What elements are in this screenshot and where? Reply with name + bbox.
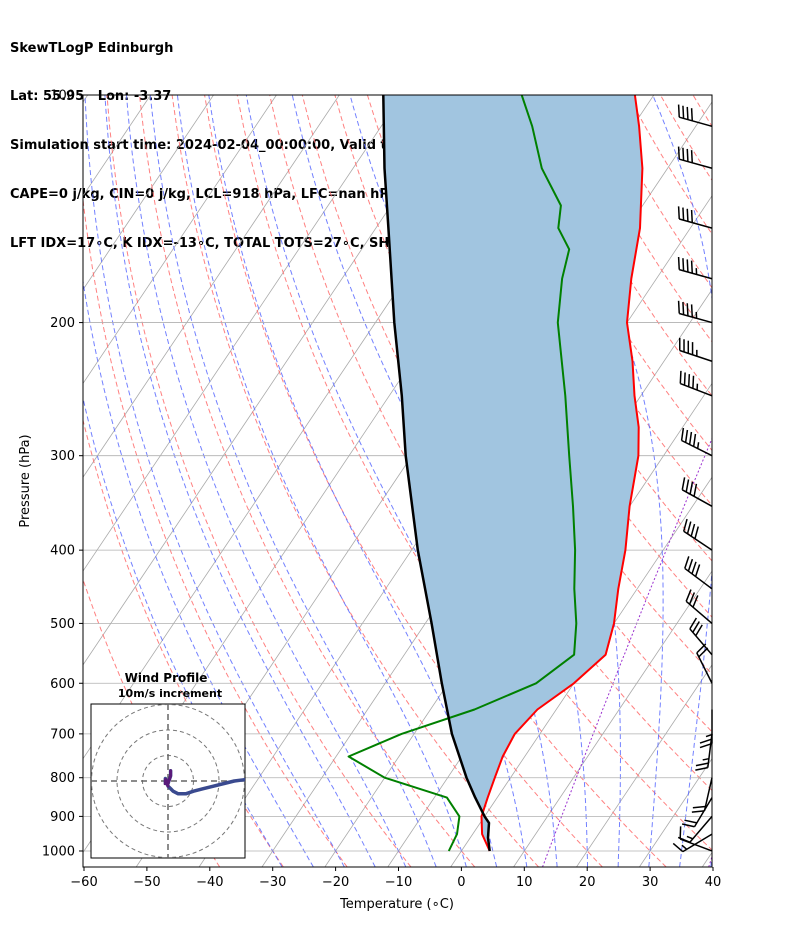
wind-barb [677, 815, 713, 843]
isotherm-line [83, 95, 89, 103]
dry-adiabat-line [726, 95, 794, 867]
wind-barb [680, 427, 713, 457]
isotherm-line [83, 95, 277, 385]
profile-lines [347, 95, 644, 852]
wind-barb [678, 337, 713, 362]
y-tick-label: 400 [50, 544, 75, 559]
wind-barb [677, 206, 713, 229]
moist-adiabat-line [126, 95, 407, 867]
isotherm-line [83, 95, 466, 666]
mixing-ratio-lines [542, 437, 712, 867]
isotherm-line [83, 95, 403, 572]
hodograph-inset: Wind Profile 10m/s increment [90, 671, 246, 859]
dry-adiabat-line [659, 95, 712, 182]
hodograph-trace-low [163, 769, 173, 788]
isotherm-line [576, 664, 712, 867]
wind-barb [677, 256, 713, 280]
wind-barbs [672, 104, 713, 853]
dry-adiabat-line [139, 95, 476, 867]
wind-barb [672, 833, 713, 853]
isotherm-line [513, 570, 712, 867]
dry-adiabat-line [366, 95, 712, 675]
wind-barb [699, 709, 713, 749]
chart-title: SkewTLogP Edinburgh [10, 40, 174, 56]
isotherm-line [765, 95, 794, 867]
hodograph-subtitle: 10m/s increment [118, 687, 222, 700]
y-tick-label: 300 [50, 449, 75, 464]
dry-adiabat-line [83, 195, 348, 867]
moist-adiabat-line [83, 277, 314, 867]
dry-adiabat-line [627, 95, 712, 235]
wind-barb [681, 797, 713, 828]
x-tick-label: 40 [705, 875, 722, 890]
y-tick-label: 600 [50, 677, 75, 692]
wind-barb [679, 370, 713, 397]
x-tick-label: −40 [196, 875, 223, 890]
y-tick-label: 900 [50, 810, 75, 825]
x-tick-label: 20 [579, 875, 596, 890]
mixing-ratio-line [542, 437, 712, 867]
dewpoint-line [347, 95, 578, 852]
x-tick-label: 30 [642, 875, 659, 890]
wind-barb [677, 300, 713, 324]
location-line: Lat: 55.95 Lon: -3.37 [10, 89, 172, 105]
wind-barb [677, 104, 713, 128]
moist-adiabat-line [149, 95, 437, 867]
moist-adiabat-line [208, 95, 498, 867]
isotherm-line [639, 757, 712, 867]
moist-adiabat-line [176, 95, 467, 867]
isotherm-line [83, 95, 214, 291]
dry-adiabat-line [171, 95, 539, 867]
x-tick-label: −60 [70, 875, 97, 890]
moist-adiabat-line [245, 95, 528, 867]
plot-frame [82, 94, 713, 868]
isotherm-line [701, 851, 712, 867]
temperature-line [480, 95, 644, 852]
x-tick-label: 10 [516, 875, 533, 890]
dry-adiabat-line [106, 95, 412, 867]
parcel-line [382, 95, 491, 852]
wind-barb [684, 556, 713, 590]
y-axis: 100 200 300 400 500 600 700 800 900 1000 [42, 89, 83, 859]
hodograph-title: Wind Profile [125, 671, 208, 685]
x-axis: −60 −50 −40 −30 −20 −10 0 10 20 30 40 [70, 867, 721, 890]
dry-adiabat-line [497, 95, 712, 452]
dry-adiabat-line [758, 95, 794, 867]
moist-adiabat-line [84, 95, 345, 867]
dry-adiabat-line [236, 95, 667, 867]
y-tick-label: 1000 [42, 844, 75, 859]
wind-barb [681, 477, 713, 507]
x-tick-label: −10 [385, 875, 412, 890]
x-tick-label: 0 [457, 875, 465, 890]
hodograph-plot [91, 704, 245, 858]
y-tick-label: 100 [50, 89, 75, 104]
x-tick-label: −30 [259, 875, 286, 890]
y-tick-label: 700 [50, 727, 75, 742]
x-tick-label: −50 [133, 875, 160, 890]
dry-adiabat-line [83, 418, 284, 867]
wind-barb [682, 518, 713, 551]
mixing-ratio-line [708, 854, 712, 867]
isotherm-line [450, 476, 712, 867]
parcel-temperature-shading [383, 95, 643, 851]
y-tick-label: 500 [50, 617, 75, 632]
dry-adiabat-line [692, 95, 712, 128]
wind-barb [677, 146, 713, 169]
y-tick-label: 800 [50, 771, 75, 786]
moist-adiabat-line [83, 395, 283, 867]
wind-barb [691, 777, 713, 813]
y-axis-label: Pressure (hPa) [18, 434, 33, 527]
isotherm-line [83, 95, 340, 478]
x-tick-label: −20 [322, 875, 349, 890]
moist-adiabat-line [710, 854, 712, 867]
x-axis-label: Temperature (∘C) [339, 897, 454, 912]
y-tick-label: 200 [50, 316, 75, 331]
shaded-area [383, 95, 643, 851]
wind-barb [685, 589, 713, 624]
moist-adiabat-line [104, 95, 376, 867]
wind-barb [689, 617, 713, 656]
